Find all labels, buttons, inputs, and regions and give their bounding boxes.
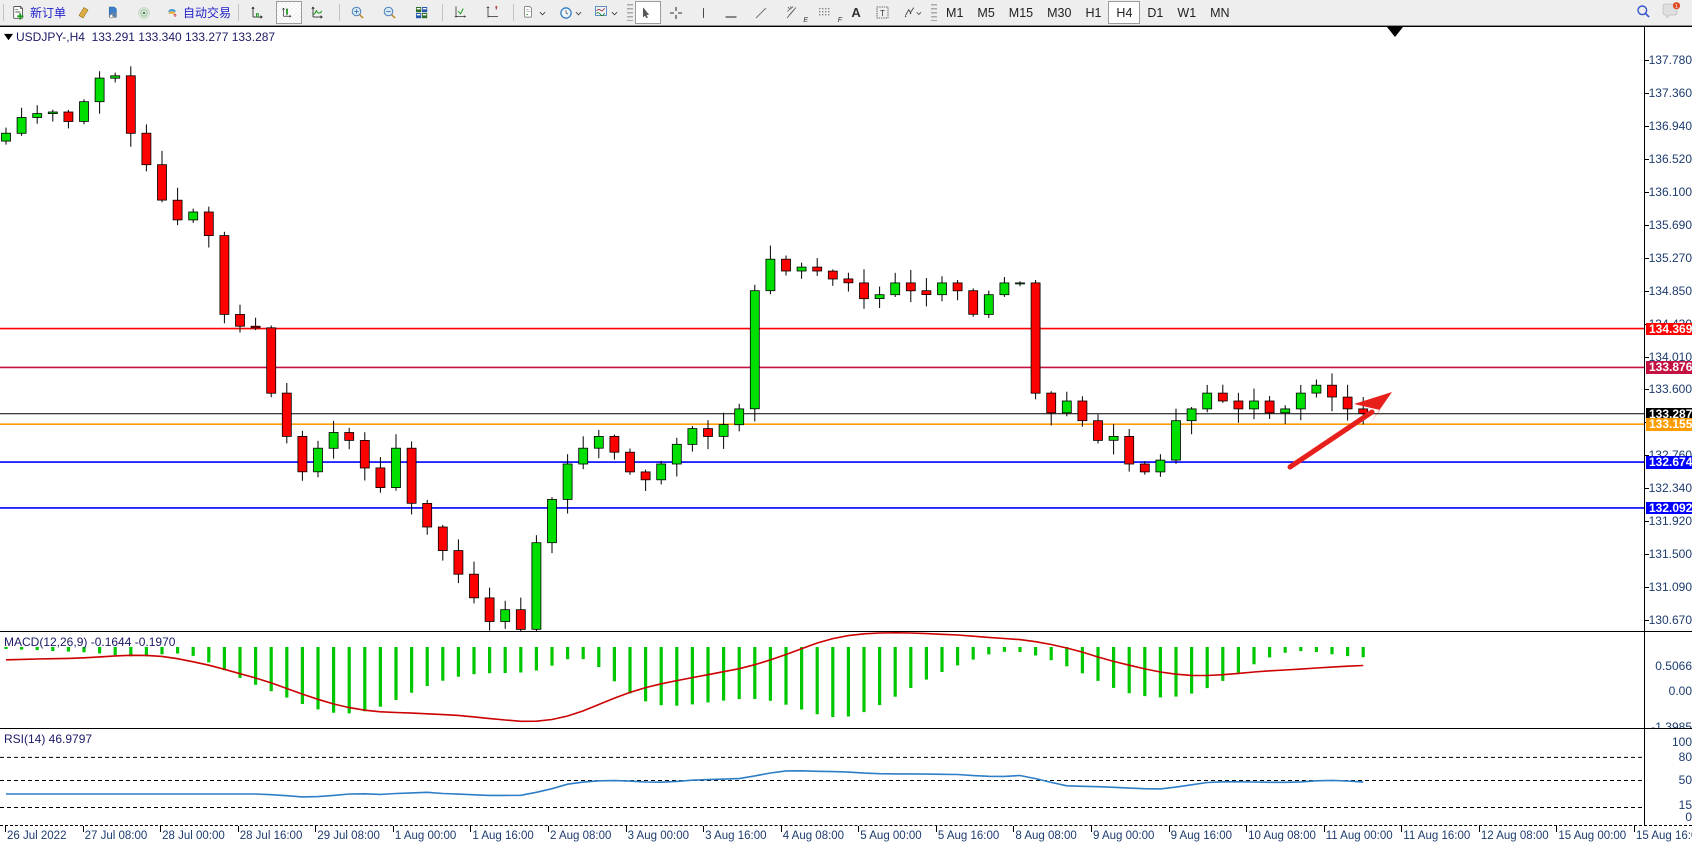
svg-text:1: 1: [1675, 4, 1678, 10]
svg-text:T: T: [880, 9, 885, 18]
